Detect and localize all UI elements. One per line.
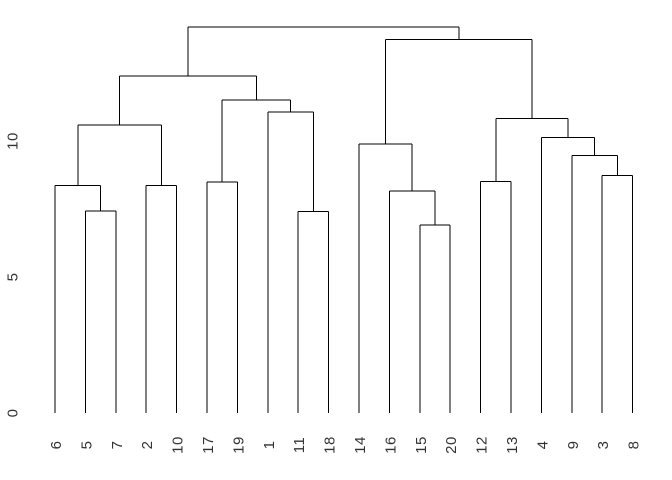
leaf-label: 20	[443, 436, 460, 454]
leaf-label: 18	[322, 436, 339, 454]
leaf-label: 12	[474, 436, 491, 454]
leaf-label: 15	[413, 436, 430, 454]
dendrogram-tree-lines	[54, 26, 634, 413]
leaf-label: 11	[291, 437, 308, 454]
leaf-label: 8	[626, 441, 643, 450]
leaf-label: 17	[200, 436, 217, 454]
leaf-label: 13	[504, 436, 521, 454]
leaf-label: 14	[352, 436, 369, 454]
y-axis-label: 0	[5, 409, 22, 418]
leaf-labels: 6 5 7 2 10 17 19 1 11 18 14 16 15 20 12 13 4 9 3 8	[48, 436, 643, 454]
y-axis-label: 10	[5, 132, 22, 150]
leaf-label: 3	[595, 441, 612, 450]
leaf-label: 7	[109, 441, 126, 450]
leaf-label: 9	[565, 441, 582, 450]
leaf-label: 10	[170, 436, 187, 454]
leaf-label: 4	[534, 441, 551, 450]
leaf-label: 2	[139, 441, 156, 450]
leaf-label: 6	[48, 441, 65, 450]
leaf-label: 1	[261, 441, 278, 450]
leaf-label: 5	[78, 441, 95, 450]
leaf-label: 16	[382, 436, 399, 454]
y-axis-label: 5	[5, 273, 22, 282]
leaf-label: 19	[230, 436, 247, 454]
y-axis-tick-labels: 0 5 10	[5, 132, 22, 417]
